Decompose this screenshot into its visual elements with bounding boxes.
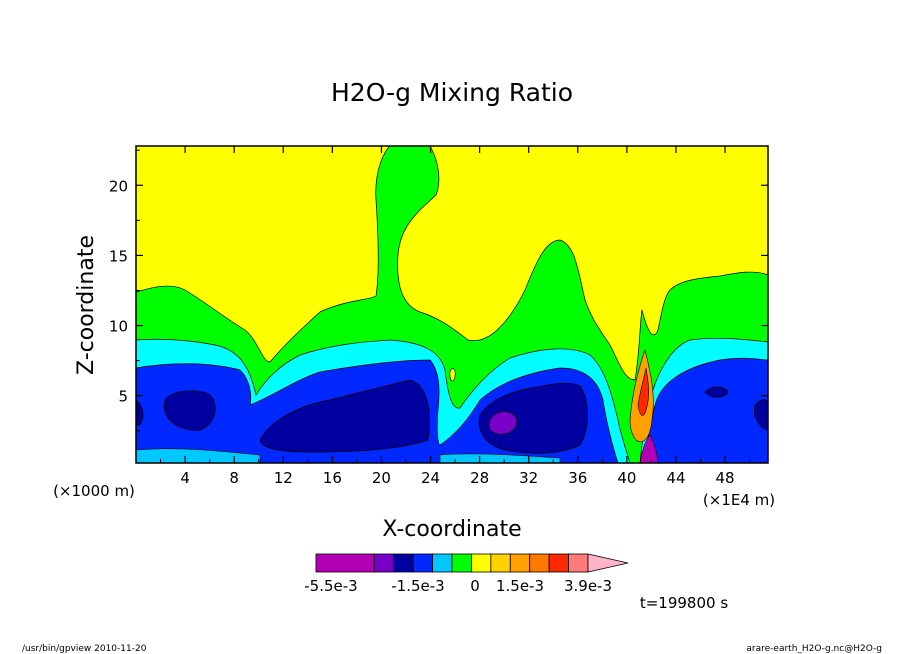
contour-band-red — [637, 367, 649, 416]
colorbar-segment — [393, 553, 414, 573]
x-tick-label: 24 — [421, 469, 440, 487]
x-tick-label: 16 — [323, 469, 342, 487]
chart-title: H2O-g Mixing Ratio — [331, 78, 573, 107]
y-axis-ticks: 5 10 15 20 — [109, 149, 768, 432]
footer-left: /usr/bin/gpview 2010-11-20 — [22, 644, 147, 654]
x-unit-label: (×1E4 m) — [703, 491, 775, 509]
x-axis-ticks: 4 8 12 16 20 24 28 32 36 40 44 48 — [160, 146, 751, 487]
colorbar-label: -5.5e-3 — [304, 577, 357, 595]
footer-right: arare-earth_H2O-g.nc@H2O-g — [746, 644, 882, 654]
plot-frame — [135, 145, 769, 464]
colorbar-arrow — [587, 553, 629, 573]
x-tick-label: 12 — [274, 469, 293, 487]
contour-band-yellow-island — [449, 368, 456, 382]
y-tick-label: 15 — [109, 247, 128, 265]
contour-band-magenta — [639, 434, 659, 463]
colorbar-label: 3.9e-3 — [564, 577, 612, 595]
x-tick-label: 36 — [568, 469, 587, 487]
colorbar-segment — [315, 553, 375, 573]
contour-band-darkblue — [136, 379, 768, 454]
contour-band-bottom — [136, 448, 561, 463]
x-axis-label: X-coordinate — [382, 517, 521, 542]
colorbar-label: -1.5e-3 — [391, 577, 444, 595]
colorbar — [315, 553, 629, 573]
time-label: t=199800 s — [640, 594, 728, 612]
colorbar-segment — [490, 553, 511, 573]
y-tick-label: 10 — [109, 318, 128, 336]
colorbar-labels: -5.5e-3 -1.5e-3 0 1.5e-3 3.9e-3 — [304, 577, 612, 595]
x-tick-label: 40 — [617, 469, 636, 487]
colorbar-segment — [471, 553, 492, 573]
colorbar-segment — [432, 553, 453, 573]
contour-field — [136, 146, 768, 463]
colorbar-segment — [451, 553, 472, 573]
colorbar-segment — [412, 553, 433, 573]
contour-band-purple — [488, 411, 518, 435]
x-tick-label: 8 — [229, 469, 239, 487]
x-tick-label: 44 — [666, 469, 685, 487]
x-tick-label: 28 — [470, 469, 489, 487]
y-tick-label: 5 — [118, 388, 128, 406]
colorbar-segment — [373, 553, 395, 573]
x-tick-label: 4 — [180, 469, 190, 487]
colorbar-label: 0 — [470, 577, 480, 595]
x-tick-label: 20 — [372, 469, 391, 487]
colorbar-segment — [509, 553, 531, 573]
colorbar-segment — [529, 553, 550, 573]
y-tick-label: 20 — [109, 177, 128, 195]
y-unit-label: (×1000 m) — [53, 482, 135, 500]
colorbar-segment — [568, 553, 589, 573]
colorbar-segment — [548, 553, 569, 573]
x-tick-label: 48 — [716, 469, 735, 487]
colorbar-label: 1.5e-3 — [496, 577, 544, 595]
y-axis-label: Z-coordinate — [74, 235, 99, 375]
x-tick-label: 32 — [519, 469, 538, 487]
